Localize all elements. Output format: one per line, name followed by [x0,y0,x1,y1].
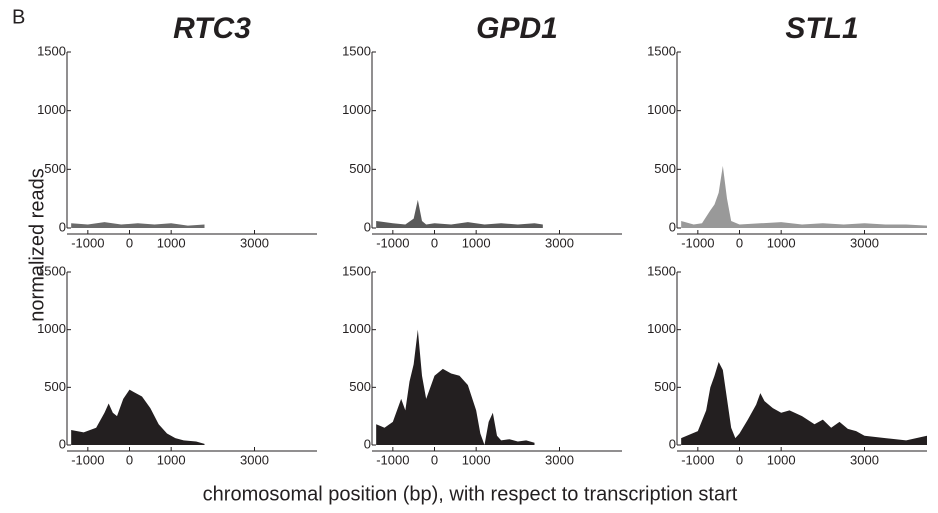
x-tick-label: 3000 [240,452,269,467]
y-tick-label: 0 [364,436,371,451]
panel-title: RTC3 [173,12,251,45]
x-tick-label: 0 [736,235,743,250]
x-tick-label: -1000 [681,452,714,467]
y-tick-label: 500 [44,161,66,176]
x-tick-label: -1000 [376,452,409,467]
x-tick-label: 1000 [767,452,796,467]
y-tick-label: 1500 [342,263,371,278]
area [71,389,205,445]
area [681,165,927,228]
y-tick-label: 0 [59,436,66,451]
y-tick-label: 500 [44,379,66,394]
y-tick-label: 1500 [37,263,66,278]
panel-title: GPD1 [476,12,558,45]
x-tick-label: 0 [736,452,743,467]
y-tick-label: 1000 [647,102,676,117]
x-tick-label: 3000 [850,452,879,467]
area [376,199,543,228]
x-tick-label: 3000 [240,235,269,250]
x-tick-label: 1000 [767,235,796,250]
x-tick-label: 1000 [157,235,186,250]
y-tick-label: 1000 [342,102,371,117]
panel-label: B [12,6,25,28]
x-tick-label: 3000 [850,235,879,250]
area [681,361,927,445]
x-tick-label: 0 [431,235,438,250]
y-tick-label: 1000 [342,321,371,336]
area [71,222,205,228]
x-tick-label: 0 [126,452,133,467]
x-tick-label: -1000 [681,235,714,250]
x-tick-label: -1000 [376,235,409,250]
y-tick-label: 1500 [647,43,676,58]
x-tick-label: 0 [431,452,438,467]
y-tick-label: 500 [654,379,676,394]
y-tick-label: 500 [349,161,371,176]
y-tick-label: 0 [669,436,676,451]
y-tick-label: 1000 [37,102,66,117]
x-axis-label: chromosomal position (bp), with respect … [203,483,738,505]
y-tick-label: 1000 [647,321,676,336]
x-tick-label: 1000 [462,235,491,250]
x-tick-label: 3000 [545,452,574,467]
y-tick-label: 0 [669,219,676,234]
x-tick-label: -1000 [71,452,104,467]
x-tick-label: -1000 [71,235,104,250]
y-tick-label: 500 [349,379,371,394]
x-tick-label: 1000 [157,452,186,467]
y-tick-label: 1500 [37,43,66,58]
y-tick-label: 1000 [37,321,66,336]
y-tick-label: 0 [364,219,371,234]
x-tick-label: 0 [126,235,133,250]
y-axis-label: normalized reads [26,168,48,321]
y-tick-label: 500 [654,161,676,176]
panel-title: STL1 [785,12,858,45]
y-tick-label: 1500 [342,43,371,58]
y-tick-label: 0 [59,219,66,234]
x-tick-label: 1000 [462,452,491,467]
y-tick-label: 1500 [647,263,676,278]
x-tick-label: 3000 [545,235,574,250]
area [376,329,535,445]
